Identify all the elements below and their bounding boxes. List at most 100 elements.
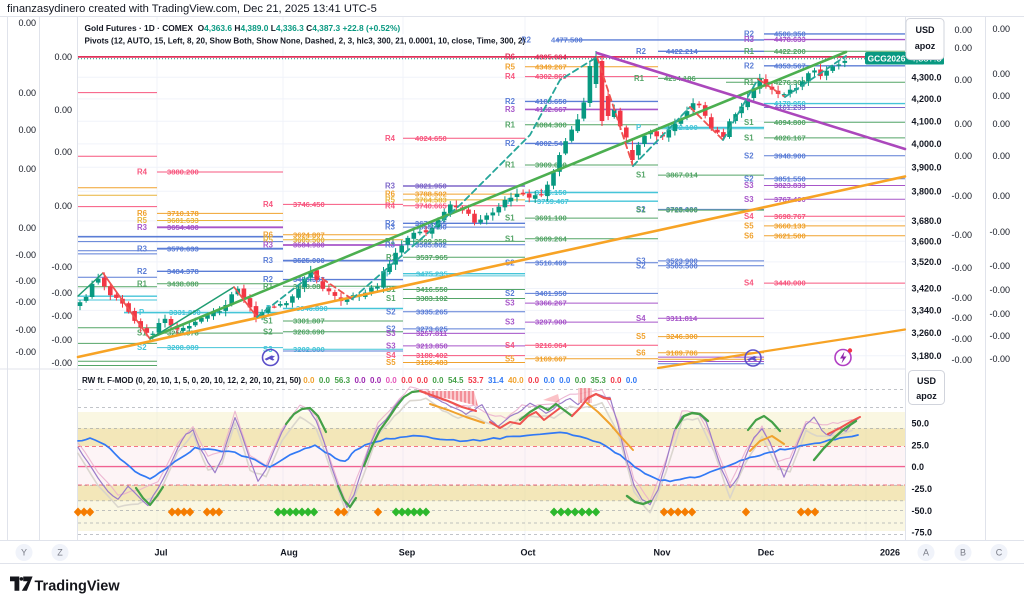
svg-text:S3: S3 [505,299,515,308]
svg-text:Pivots (12, AUTO, 15, Left, 8,: Pivots (12, AUTO, 15, Left, 8, 20, Show … [85,37,526,46]
svg-text:3880.200: 3880.200 [167,168,199,177]
svg-text:S3: S3 [505,318,515,327]
svg-text:0.00: 0.00 [954,75,972,85]
svg-text:3740.665: 3740.665 [415,201,447,210]
svg-text:S4: S4 [744,212,754,221]
svg-text:4422.200: 4422.200 [774,47,806,56]
svg-text:-0.00: -0.00 [951,230,972,240]
svg-text:-50.0: -50.0 [912,506,933,516]
svg-text:R2: R2 [744,61,755,70]
svg-text:-75.0: -75.0 [912,528,933,538]
svg-text:3725.986: 3725.986 [666,205,698,214]
svg-text:0.00: 0.00 [54,201,72,211]
svg-text:RW ft. F-MOD (0, 20, 10, 1, 5,: RW ft. F-MOD (0, 20, 10, 1, 5, 0, 20, 10… [82,376,639,385]
svg-text:3,600.0: 3,600.0 [912,236,942,246]
svg-text:4026.167: 4026.167 [774,134,806,143]
svg-text:3788.502: 3788.502 [415,190,447,199]
svg-text:0.00: 0.00 [18,125,36,135]
svg-text:3208.089: 3208.089 [167,343,199,352]
svg-text:GCG2026: GCG2026 [868,53,906,63]
svg-text:0.00: 0.00 [18,88,36,98]
svg-text:-0.00: -0.00 [15,276,36,286]
svg-text:S1: S1 [744,118,754,127]
svg-text:0.00: 0.00 [954,43,972,53]
svg-text:R2: R2 [636,47,647,56]
svg-text:-0.00: -0.00 [989,227,1010,237]
svg-text:4,300.0: 4,300.0 [912,72,942,82]
svg-text:3,340.0: 3,340.0 [912,306,942,316]
svg-text:3428.080: 3428.080 [293,282,325,291]
svg-text:Aug: Aug [280,548,298,558]
svg-text:4178.950: 4178.950 [774,99,806,108]
svg-text:25.0: 25.0 [912,440,930,450]
svg-text:3297.900: 3297.900 [535,318,567,327]
svg-text:-0.00: -0.00 [951,293,972,303]
svg-text:3,680.0: 3,680.0 [912,216,942,226]
svg-text:Oct: Oct [520,548,535,558]
svg-text:4,000.0: 4,000.0 [912,139,942,149]
svg-text:S4: S4 [505,341,515,350]
svg-text:S3: S3 [744,195,754,204]
svg-text:0.00: 0.00 [954,151,972,161]
svg-text:3654.480: 3654.480 [167,223,199,232]
svg-text:3213.850: 3213.850 [416,342,448,351]
svg-text:3759.467: 3759.467 [537,197,569,206]
svg-text:3505.500: 3505.500 [666,261,698,270]
svg-text:3867.014: 3867.014 [666,171,698,180]
svg-text:0.00: 0.00 [992,91,1010,101]
svg-text:S5: S5 [505,354,515,363]
svg-text:0.00: 0.00 [992,69,1010,79]
svg-text:P: P [139,308,144,317]
svg-text:R6: R6 [263,230,274,239]
svg-text:S4: S4 [386,351,396,360]
svg-text:3366.267: 3366.267 [535,299,567,308]
svg-text:3516.469: 3516.469 [535,258,567,267]
svg-text:TradingView: TradingView [35,579,121,595]
svg-text:R3: R3 [385,223,396,232]
svg-text:R5: R5 [137,216,148,225]
svg-text:USD: USD [915,25,935,35]
svg-text:-0.00: -0.00 [15,347,36,357]
svg-text:USD: USD [917,376,937,386]
svg-text:3,180.0: 3,180.0 [912,351,942,361]
svg-text:3698.767: 3698.767 [774,212,806,221]
svg-text:R2: R2 [263,275,274,284]
svg-text:S4: S4 [636,314,646,323]
svg-text:S1: S1 [505,234,515,243]
svg-text:-0.00: -0.00 [989,309,1010,319]
svg-text:S4: S4 [744,279,754,288]
svg-text:S1: S1 [636,206,646,215]
svg-text:3691.100: 3691.100 [535,214,567,223]
svg-text:3746.450: 3746.450 [293,200,325,209]
svg-text:3335.265: 3335.265 [416,307,448,316]
svg-text:3331.800: 3331.800 [169,308,201,317]
svg-text:3484.378: 3484.378 [167,267,199,276]
svg-text:0.00: 0.00 [992,151,1010,161]
svg-text:3710.178: 3710.178 [167,209,199,218]
svg-text:3767.400: 3767.400 [774,195,806,204]
svg-text:B: B [960,548,966,558]
svg-text:S2: S2 [636,261,646,270]
svg-text:3764.583: 3764.583 [415,196,447,205]
svg-text:3257.811: 3257.811 [416,329,448,338]
svg-text:3795.150: 3795.150 [535,188,567,197]
svg-text:3948.900: 3948.900 [774,151,806,160]
svg-text:3851.550: 3851.550 [774,174,806,183]
svg-text:Z: Z [57,548,63,558]
svg-text:3523.900: 3523.900 [666,257,698,266]
svg-text:-0.00: -0.00 [951,355,972,365]
svg-text:0.00: 0.00 [954,119,972,129]
svg-text:R1: R1 [505,120,516,129]
svg-text:R2: R2 [744,30,755,39]
svg-text:S1: S1 [263,317,273,326]
svg-text:Nov: Nov [653,548,670,558]
svg-text:4302.869: 4302.869 [535,72,567,81]
svg-text:R5: R5 [505,62,516,71]
svg-text:Sep: Sep [399,548,416,558]
svg-text:apoz: apoz [916,391,937,401]
svg-text:-0.00: -0.00 [989,285,1010,295]
svg-text:3273.625: 3273.625 [416,325,448,334]
svg-text:R4: R4 [505,72,516,81]
svg-text:3624.807: 3624.807 [293,230,325,239]
svg-text:-0.00: -0.00 [989,354,1010,364]
